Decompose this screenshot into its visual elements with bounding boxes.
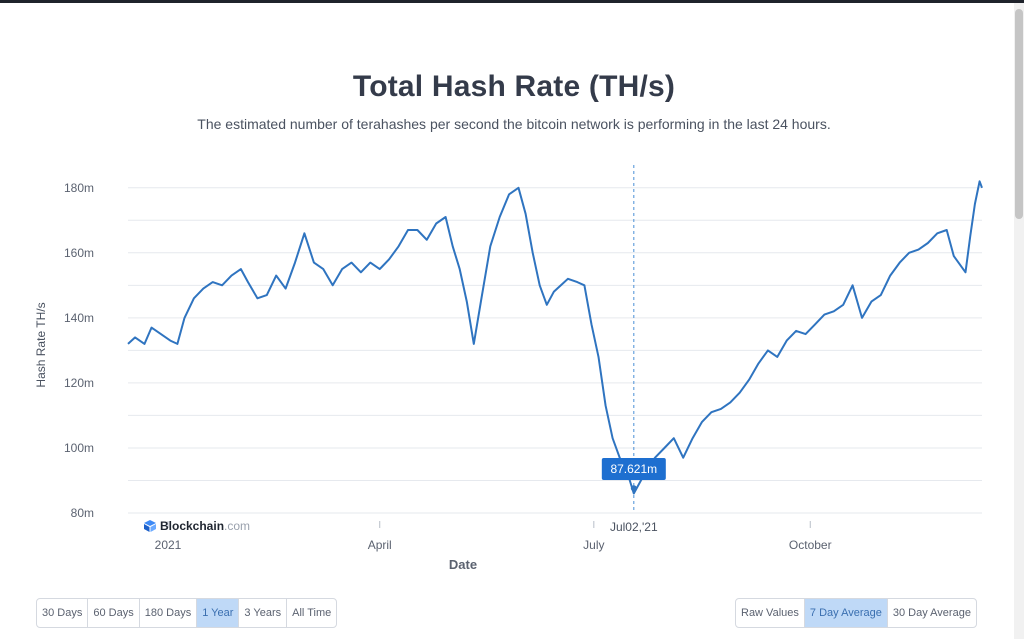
range-button-180-days[interactable]: 180 Days <box>140 599 198 627</box>
view-button-7-day-average[interactable]: 7 Day Average <box>804 599 888 627</box>
tooltip-date-text: Jul02,'21 <box>610 520 658 534</box>
tooltip: 87.621m <box>601 458 666 480</box>
x-tick-label: April <box>368 538 392 552</box>
x-tick-label: 2021 <box>155 538 182 552</box>
x-tick-label: July <box>583 538 604 552</box>
y-tick-label: 160m <box>64 246 94 260</box>
y-axis-label: Hash Rate TH/s <box>34 302 48 387</box>
hash-rate-chart: 80m 100m 120m 140m 160m 180m 2021 April July Oct… <box>34 165 983 572</box>
range-button-30-days[interactable]: 30 Days <box>37 599 89 627</box>
y-tick-label: 80m <box>71 506 94 520</box>
tooltip-date: Jul02,'21 <box>596 517 671 535</box>
grid-lines <box>128 187 982 514</box>
hover-point <box>630 485 637 492</box>
blockchain-logo: Blockchain .com <box>143 519 250 533</box>
scrollbar-thumb[interactable] <box>1015 9 1023 219</box>
x-axis-label: Date <box>449 557 477 572</box>
time-range-selector: 30 Days 60 Days 180 Days 1 Year 3 Years All T… <box>36 598 338 628</box>
y-axis-ticks: 80m 100m 120m 140m 160m 180m <box>64 181 94 520</box>
y-tick-label: 100m <box>64 441 94 455</box>
x-axis-ticks: 2021 April July October <box>155 521 832 552</box>
range-button-1-year[interactable]: 1 Year <box>197 599 240 627</box>
range-button-all-time[interactable]: All Time <box>292 607 332 619</box>
tooltip-date-box <box>596 517 671 535</box>
scrollbar[interactable] <box>1014 3 1024 639</box>
range-button-3-years[interactable]: 3 Years <box>239 599 288 627</box>
view-button-30-day-average[interactable]: 30 Day Average <box>892 607 971 619</box>
logo-suffix: .com <box>224 519 251 533</box>
range-button-60-days[interactable]: 60 Days <box>88 599 140 627</box>
y-tick-label: 140m <box>64 311 94 325</box>
view-button-raw-values[interactable]: Raw Values <box>736 599 805 627</box>
tooltip-box <box>601 458 666 480</box>
logo-brand: Blockchain <box>160 519 225 533</box>
chart-title: Total Hash Rate (TH/s) <box>352 70 676 103</box>
view-mode-selector: Raw Values 7 Day Average 30 Day Average <box>735 598 977 628</box>
blockchain-logo-icon <box>144 520 156 532</box>
tooltip-value: 87.621m <box>610 462 657 476</box>
y-tick-label: 180m <box>64 181 94 195</box>
chart-subtitle: The estimated number of terahashes per s… <box>197 116 831 132</box>
top-bar <box>0 0 1024 3</box>
series-line <box>127 180 983 495</box>
x-tick-label: October <box>789 538 832 552</box>
y-tick-label: 120m <box>64 376 94 390</box>
